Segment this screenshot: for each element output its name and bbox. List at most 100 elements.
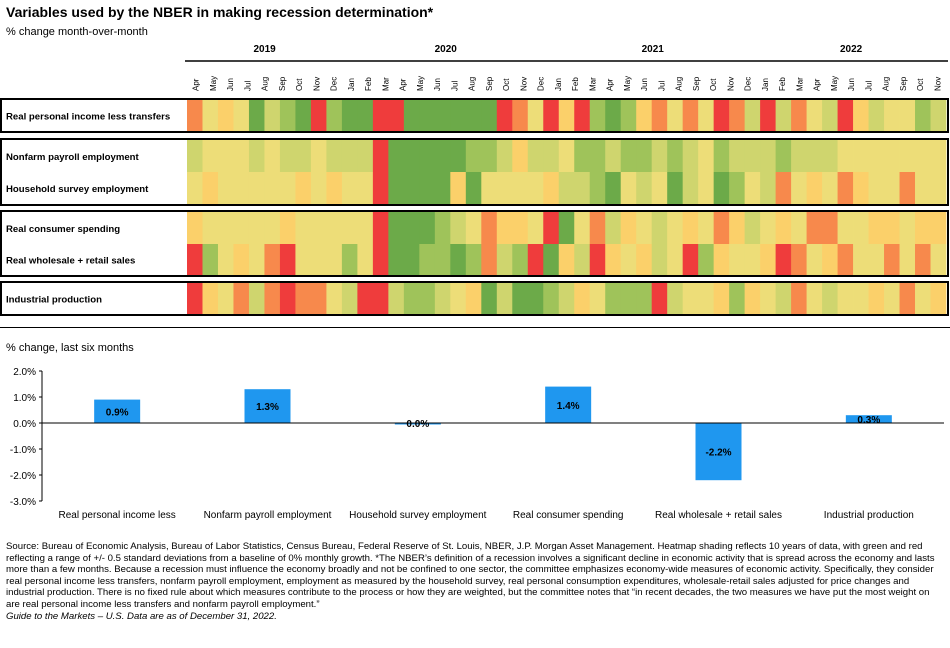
heatmap-cell (496, 212, 513, 244)
heatmap-cell (187, 244, 203, 275)
heatmap-cell (682, 172, 699, 204)
section-divider (0, 327, 950, 328)
heatmap-cell (527, 212, 544, 244)
heatmap-cell (512, 140, 529, 172)
heatmap-cell (667, 100, 684, 131)
heatmap-cell (791, 283, 807, 314)
heatmap-cell (450, 172, 467, 204)
heatmap-cell (450, 283, 467, 314)
heatmap-cell (279, 140, 296, 172)
group-border (0, 138, 949, 206)
heatmap-cell (341, 172, 358, 204)
heatmap-cell (713, 244, 730, 275)
heatmap-cell (667, 283, 684, 314)
heatmap-cell (264, 212, 281, 244)
heatmap-cell (760, 140, 777, 172)
heatmap-cell (682, 140, 699, 172)
heatmap-cell (403, 244, 420, 275)
heatmap-cell (698, 100, 715, 131)
heatmap-cell (605, 244, 622, 275)
heatmap-cell (558, 244, 575, 275)
heatmap-cell (775, 244, 792, 275)
heatmap-cell (775, 283, 792, 314)
heatmap-cell (868, 140, 885, 172)
heatmap-cell (465, 100, 482, 131)
heatmap-cell (558, 140, 575, 172)
y-tick-label: -1.0% (10, 445, 36, 456)
heatmap-cell (465, 244, 482, 275)
heatmap-cell (279, 100, 296, 131)
heatmap-cell (248, 100, 265, 131)
heatmap-cell (868, 244, 885, 275)
heatmap-cell (279, 172, 296, 204)
month-label: Jul (243, 81, 252, 91)
heatmap-cell (295, 283, 312, 314)
heatmap-cell (667, 172, 684, 204)
heatmap-cell (341, 244, 358, 275)
heatmap-cell (899, 140, 916, 172)
x-category-label: Nonfarm payroll employment (204, 510, 332, 521)
bar-chart: 2.0% 1.0% 0.0% -1.0% -2.0% -3.0% 0.9% Real pers… (10, 367, 944, 521)
heatmap-cell (279, 212, 296, 244)
chart-title: Variables used by the NBER in making rec… (6, 4, 434, 20)
heatmap-cell (217, 100, 234, 131)
month-label: Jan (347, 78, 356, 91)
month-label: Sep (692, 76, 701, 91)
heatmap-cell (496, 100, 513, 131)
heatmap-cell (930, 212, 947, 244)
heatmap-cell (403, 212, 420, 244)
month-label: Jun (847, 78, 856, 91)
month-label: Dec (744, 77, 753, 91)
heatmap-cell (233, 212, 250, 244)
heatmap-cell (558, 212, 575, 244)
x-category-label: Real consumer spending (513, 510, 624, 521)
heatmap-cell (837, 244, 854, 275)
heatmap-cell (822, 172, 838, 204)
heatmap-cell (884, 244, 900, 275)
month-label: Oct (916, 78, 925, 91)
heatmap-cell (574, 140, 591, 172)
heatmap-cell (527, 100, 544, 131)
group-border (0, 210, 949, 277)
heatmap-cell (233, 140, 250, 172)
heatmap-cell (481, 283, 498, 314)
bar-value-label: 0.9% (106, 407, 129, 418)
heatmap-cell (450, 100, 467, 131)
heatmap-cell (295, 100, 312, 131)
heatmap-cell (589, 140, 606, 172)
heatmap-cell (527, 244, 544, 275)
heatmap-cell (419, 283, 436, 314)
heatmap-cell (930, 172, 947, 204)
heatmap-cell (558, 172, 575, 204)
heatmap-cell (868, 212, 885, 244)
heatmap-cell (620, 172, 637, 204)
heatmap-cell (341, 140, 358, 172)
heatmap-cell (372, 212, 389, 244)
heatmap-cell (403, 100, 420, 131)
heatmap-cell (682, 100, 699, 131)
heatmap-cell (605, 283, 622, 314)
month-label: Oct (709, 78, 718, 91)
bar-value-label: 0.0% (406, 419, 429, 430)
month-label: Aug (675, 77, 684, 91)
heatmap-cell (806, 140, 823, 172)
heatmap-cell (574, 172, 591, 204)
heatmap-cell (341, 283, 358, 314)
heatmap-cell (822, 244, 838, 275)
heatmap-cell (233, 172, 250, 204)
heatmap-cell (868, 100, 885, 131)
heatmap-cell (248, 172, 265, 204)
heatmap-cell (295, 244, 312, 275)
heatmap-cell (326, 172, 343, 204)
heatmap-cell (713, 140, 730, 172)
month-label: Sep (278, 76, 287, 91)
heatmap-cell (651, 172, 668, 204)
heatmap-cell (589, 244, 606, 275)
heatmap-cell (419, 172, 436, 204)
heatmap-cell (574, 244, 591, 275)
heatmap-cell (729, 100, 746, 131)
heatmap-cell (930, 283, 947, 314)
heatmap-cell (651, 140, 668, 172)
footnote: Source: Bureau of Economic Analysis, Bur… (6, 541, 944, 622)
row-label: Real consumer spending (6, 224, 120, 235)
